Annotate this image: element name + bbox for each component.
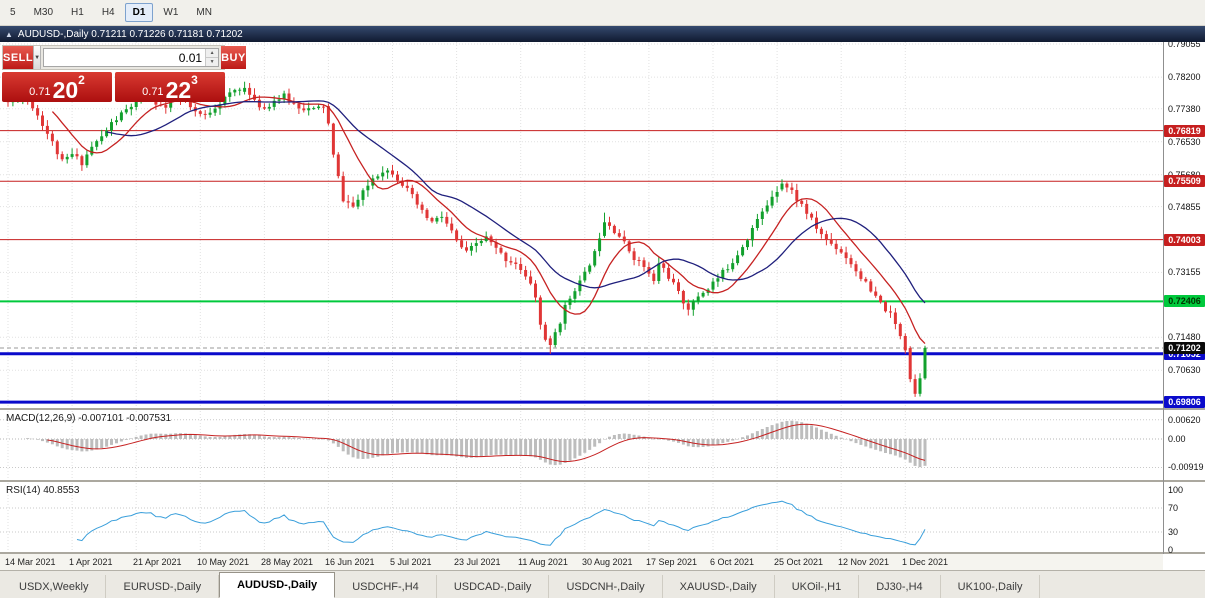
tab-uk100-daily[interactable]: UK100-,Daily xyxy=(941,575,1041,598)
timeframe-button-d1[interactable]: D1 xyxy=(124,3,154,22)
timeframe-button-5[interactable]: 5 xyxy=(10,7,16,18)
timeframe-button-m30[interactable]: M30 xyxy=(33,7,54,18)
date-label: 16 Jun 2021 xyxy=(325,557,375,567)
ma-slow-line xyxy=(106,100,926,304)
macd-scale-label: 0.00620 xyxy=(1168,415,1201,425)
chart-tabs: USDX,Weekly EURUSD-,Daily AUDUSD-,Daily USD… xyxy=(0,570,1205,598)
tab-audusd-daily[interactable]: AUDUSD-,Daily xyxy=(219,572,336,598)
sell-quote[interactable]: 0.71 20 2 xyxy=(2,72,112,102)
buy-quote[interactable]: 0.71 22 3 xyxy=(115,72,225,102)
chevron-down-icon: ▼ xyxy=(34,54,41,61)
timeframe-button-w1[interactable]: W1 xyxy=(163,7,179,18)
panel-separators xyxy=(0,42,1205,554)
one-click-trading-panel: SELL ▼ ▲ ▼ BUY 0.71 20 2 0.71 22 xyxy=(2,45,246,102)
tab-dj30-h4[interactable]: DJ30-,H4 xyxy=(859,575,941,598)
rsi-panel xyxy=(76,500,926,546)
volume-field: ▲ ▼ xyxy=(43,48,220,67)
date-label: 6 Oct 2021 xyxy=(710,557,755,567)
timeframe-toolbar: 5 M30 H1 H4 D1 W1 MN xyxy=(0,0,1205,26)
rsi-scale-label: 0 xyxy=(1168,545,1174,555)
trade-options-dropdown[interactable]: ▼ xyxy=(33,46,42,69)
macd-histogram xyxy=(0,420,1163,468)
date-label: 14 Mar 2021 xyxy=(5,557,56,567)
ask-prefix: 0.71 xyxy=(142,86,164,98)
date-label: 28 May 2021 xyxy=(261,557,314,567)
date-label: 5 Jul 2021 xyxy=(390,557,432,567)
spin-up-icon[interactable]: ▲ xyxy=(206,49,219,57)
timeframe-button-mn[interactable]: MN xyxy=(196,7,212,18)
timeframe-button-h1[interactable]: H1 xyxy=(71,7,84,18)
macd-scale-label: -0.00919 xyxy=(1168,462,1204,472)
date-label: 21 Apr 2021 xyxy=(133,557,182,567)
date-label: 11 Aug 2021 xyxy=(518,557,568,567)
macd-scale-label: 0.00 xyxy=(1168,434,1186,444)
bid-point: 2 xyxy=(78,73,85,87)
level-lines xyxy=(0,130,1163,404)
ask-point: 3 xyxy=(191,73,198,87)
tab-usdchf-h4[interactable]: USDCHF-,H4 xyxy=(335,575,437,598)
date-label: 23 Jul 2021 xyxy=(454,557,501,567)
grid xyxy=(0,42,1163,552)
spin-down-icon[interactable]: ▼ xyxy=(206,57,219,66)
rsi-scale-label: 100 xyxy=(1168,485,1184,495)
date-axis: 14 Mar 2021 1 Apr 2021 21 Apr 2021 10 May 2… xyxy=(0,554,1163,570)
chart-title: AUDUSD-,Daily 0.71211 0.71226 0.71181 0.… xyxy=(17,28,243,40)
rsi-scale-label: 30 xyxy=(1168,527,1179,537)
date-label: 25 Oct 2021 xyxy=(774,557,824,567)
quote-row: 0.71 20 2 0.71 22 3 xyxy=(2,72,225,102)
date-label: 10 May 2021 xyxy=(197,557,250,567)
bid-prefix: 0.71 xyxy=(29,86,51,98)
rsi-label: RSI(14) 40.8553 xyxy=(6,485,80,496)
date-label: 30 Aug 2021 xyxy=(582,557,633,567)
rsi-scale-label: 70 xyxy=(1168,503,1179,513)
macd-label: MACD(12,26,9) -0.007101 -0.007531 xyxy=(6,413,172,424)
volume-stepper: ▲ ▼ xyxy=(205,49,219,66)
date-label: 12 Nov 2021 xyxy=(838,557,890,567)
tab-usdcad-daily[interactable]: USDCAD-,Daily xyxy=(437,575,550,598)
tab-eurusd-daily[interactable]: EURUSD-,Daily xyxy=(106,575,220,598)
trade-controls-row: SELL ▼ ▲ ▼ BUY xyxy=(2,45,246,70)
tab-ukoil-h1[interactable]: UKOil-,H1 xyxy=(775,575,860,598)
tab-usdcnh-daily[interactable]: USDCNH-,Daily xyxy=(549,575,663,598)
volume-input[interactable] xyxy=(44,49,206,66)
date-label: 1 Apr 2021 xyxy=(69,557,113,567)
sell-button[interactable]: SELL xyxy=(3,46,34,69)
timeframe-button-h4[interactable]: H4 xyxy=(101,7,115,18)
chart-title-bar: ▲ AUDUSD-,Daily 0.71211 0.71226 0.71181 … xyxy=(0,26,1205,42)
rsi-line xyxy=(76,500,926,546)
tab-usdx-weekly[interactable]: USDX,Weekly xyxy=(2,575,107,598)
ma-fast-line xyxy=(51,96,926,345)
bid-pips: 20 xyxy=(52,76,79,103)
tab-xauusd-daily[interactable]: XAUUSD-,Daily xyxy=(663,575,775,598)
macd-signal-line xyxy=(47,423,926,463)
collapse-icon[interactable]: ▲ xyxy=(5,29,13,39)
buy-button[interactable]: BUY xyxy=(221,46,246,69)
date-label: 1 Dec 2021 xyxy=(902,557,949,567)
ask-pips: 22 xyxy=(165,76,192,103)
date-label: 17 Sep 2021 xyxy=(646,557,698,567)
